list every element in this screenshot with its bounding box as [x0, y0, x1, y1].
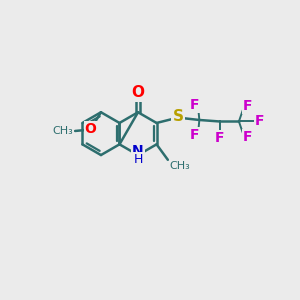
Text: F: F [243, 130, 253, 144]
Text: O: O [131, 85, 145, 100]
Text: F: F [215, 131, 224, 146]
Text: S: S [172, 109, 184, 124]
Text: CH₃: CH₃ [53, 126, 74, 136]
Text: F: F [255, 115, 264, 128]
Text: F: F [190, 128, 199, 142]
Text: F: F [243, 99, 253, 113]
Text: CH₃: CH₃ [169, 161, 190, 171]
Text: F: F [190, 98, 199, 112]
Text: H: H [133, 153, 143, 166]
Text: N: N [132, 144, 144, 158]
Text: O: O [85, 122, 97, 136]
